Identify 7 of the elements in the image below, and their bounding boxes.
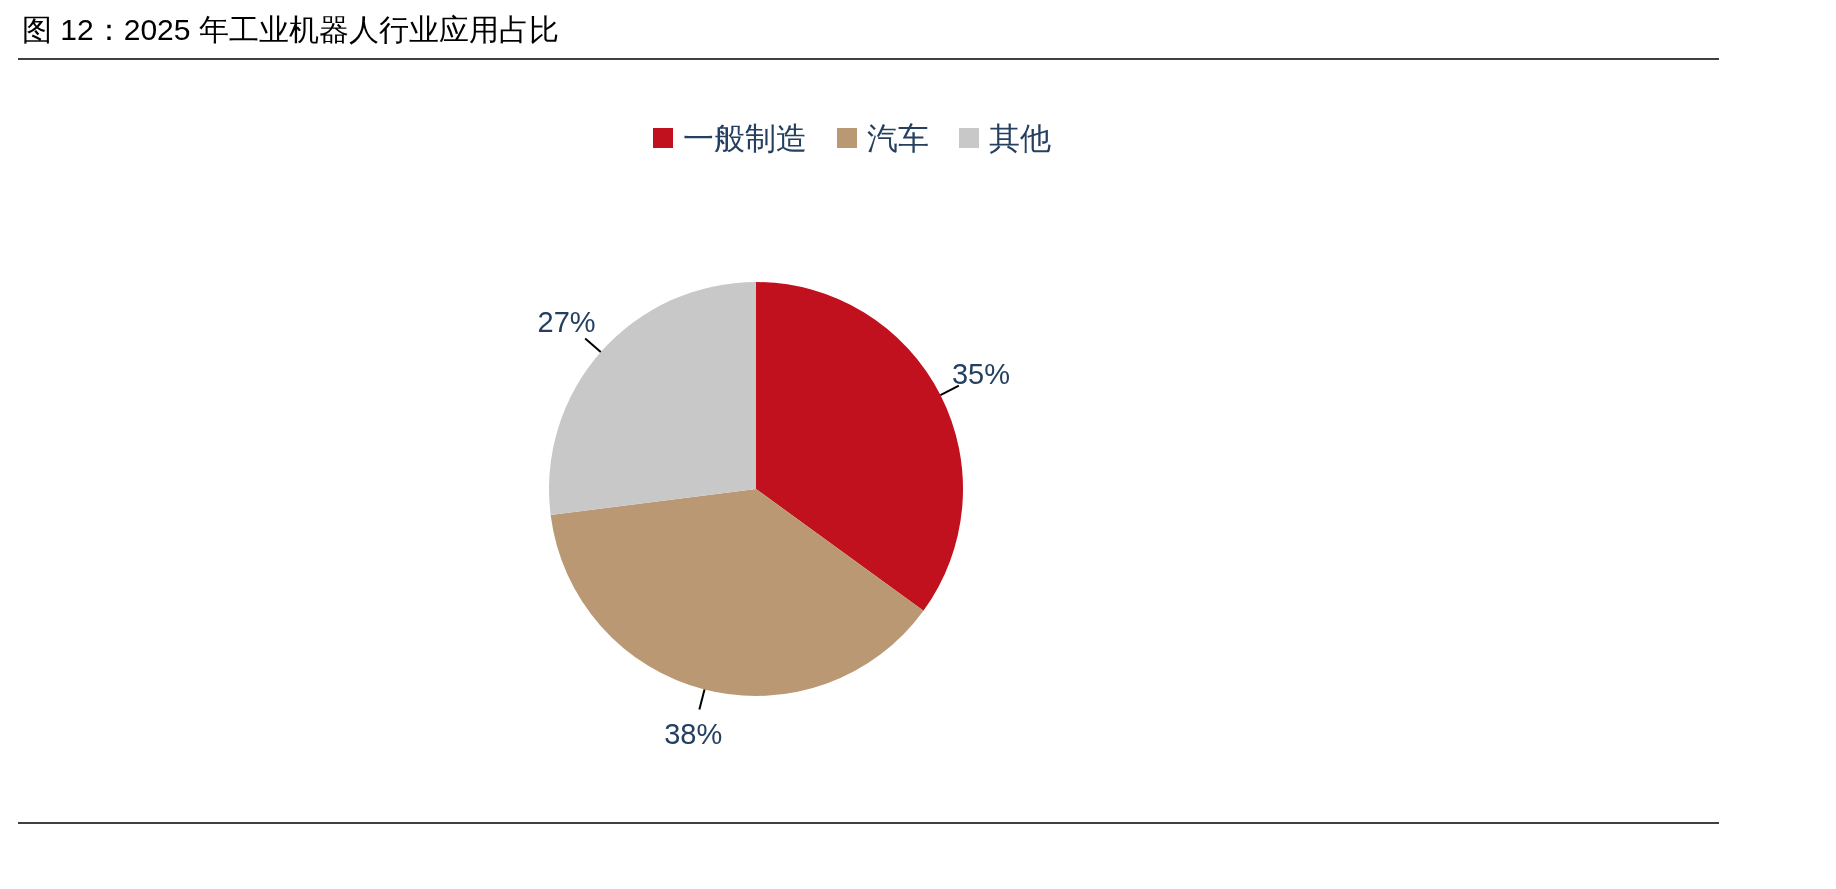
data-label: 27% [537,305,596,338]
legend-label: 其他 [989,121,1051,156]
legend-label: 一般制造 [683,121,807,156]
data-label: 35% [951,358,1011,391]
data-label: 38% [664,717,723,750]
text: 图 12：2025 年工业机器人行业应用占比 [22,13,559,46]
legend-label: 汽车 [867,121,929,156]
